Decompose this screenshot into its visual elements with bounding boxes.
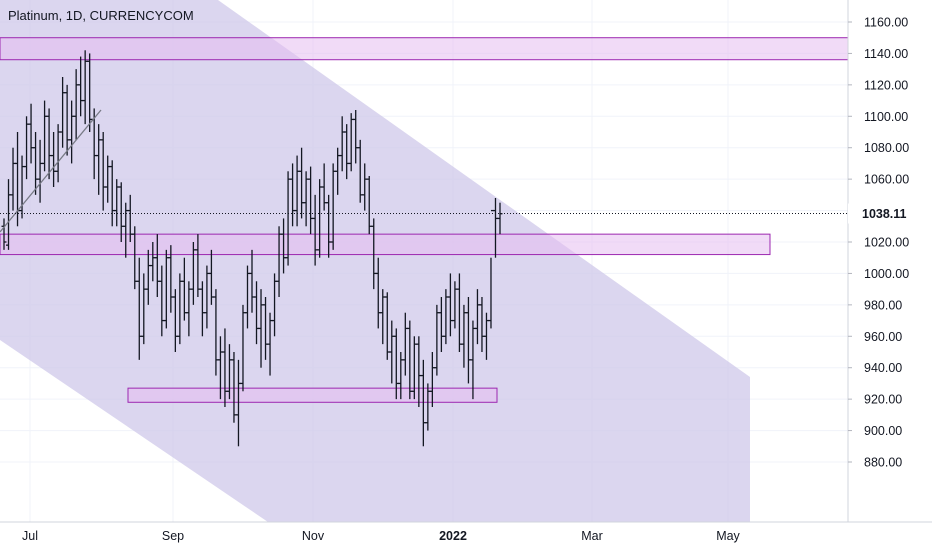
ohlc-bars	[1, 50, 503, 447]
time-axis[interactable]: Jul Sep Nov 2022 Mar May	[22, 529, 741, 543]
time-tick-label: May	[716, 529, 740, 543]
price-tick-label: 1140.00	[864, 47, 908, 61]
price-tick-label: 1060.00	[864, 173, 909, 187]
price-tick-label: 1000.00	[864, 267, 909, 281]
price-axis[interactable]: 880.00 900.00 920.00 940.00 960.00 980.00 1000…	[848, 16, 909, 470]
last-price-marker: 1038.11	[0, 203, 932, 224]
trend-line	[0, 109, 102, 233]
price-tick-label: 1020.00	[864, 236, 909, 250]
zone-low-support	[127, 387, 498, 403]
price-tick-label: 1080.00	[864, 141, 909, 155]
price-tick-label: 1160.00	[864, 16, 908, 30]
price-tick-label: 880.00	[864, 456, 902, 470]
price-tick-label: 900.00	[864, 424, 902, 438]
time-tick-label: Jul	[22, 529, 38, 543]
price-tick-label: 1100.00	[864, 110, 908, 124]
price-tick-label: 960.00	[864, 330, 902, 344]
last-price-badge	[848, 203, 932, 224]
chart-title: Platinum, 1D, CURRENCYCOM	[8, 8, 194, 23]
time-tick-label: 2022	[439, 529, 467, 543]
zone-resistance	[0, 37, 849, 61]
price-tick-label: 940.00	[864, 361, 902, 375]
price-tick-label: 980.00	[864, 298, 902, 312]
price-tick-label: 1120.00	[864, 78, 908, 92]
price-tick-label: 920.00	[864, 393, 902, 407]
time-tick-label: Sep	[162, 529, 184, 543]
drawings	[0, 109, 102, 233]
time-tick-label: Mar	[581, 529, 603, 543]
time-tick-label: Nov	[302, 529, 325, 543]
last-price-label: 1038.11	[862, 207, 907, 221]
support-resistance-zones	[0, 37, 849, 403]
zone-mid-support	[0, 233, 771, 256]
